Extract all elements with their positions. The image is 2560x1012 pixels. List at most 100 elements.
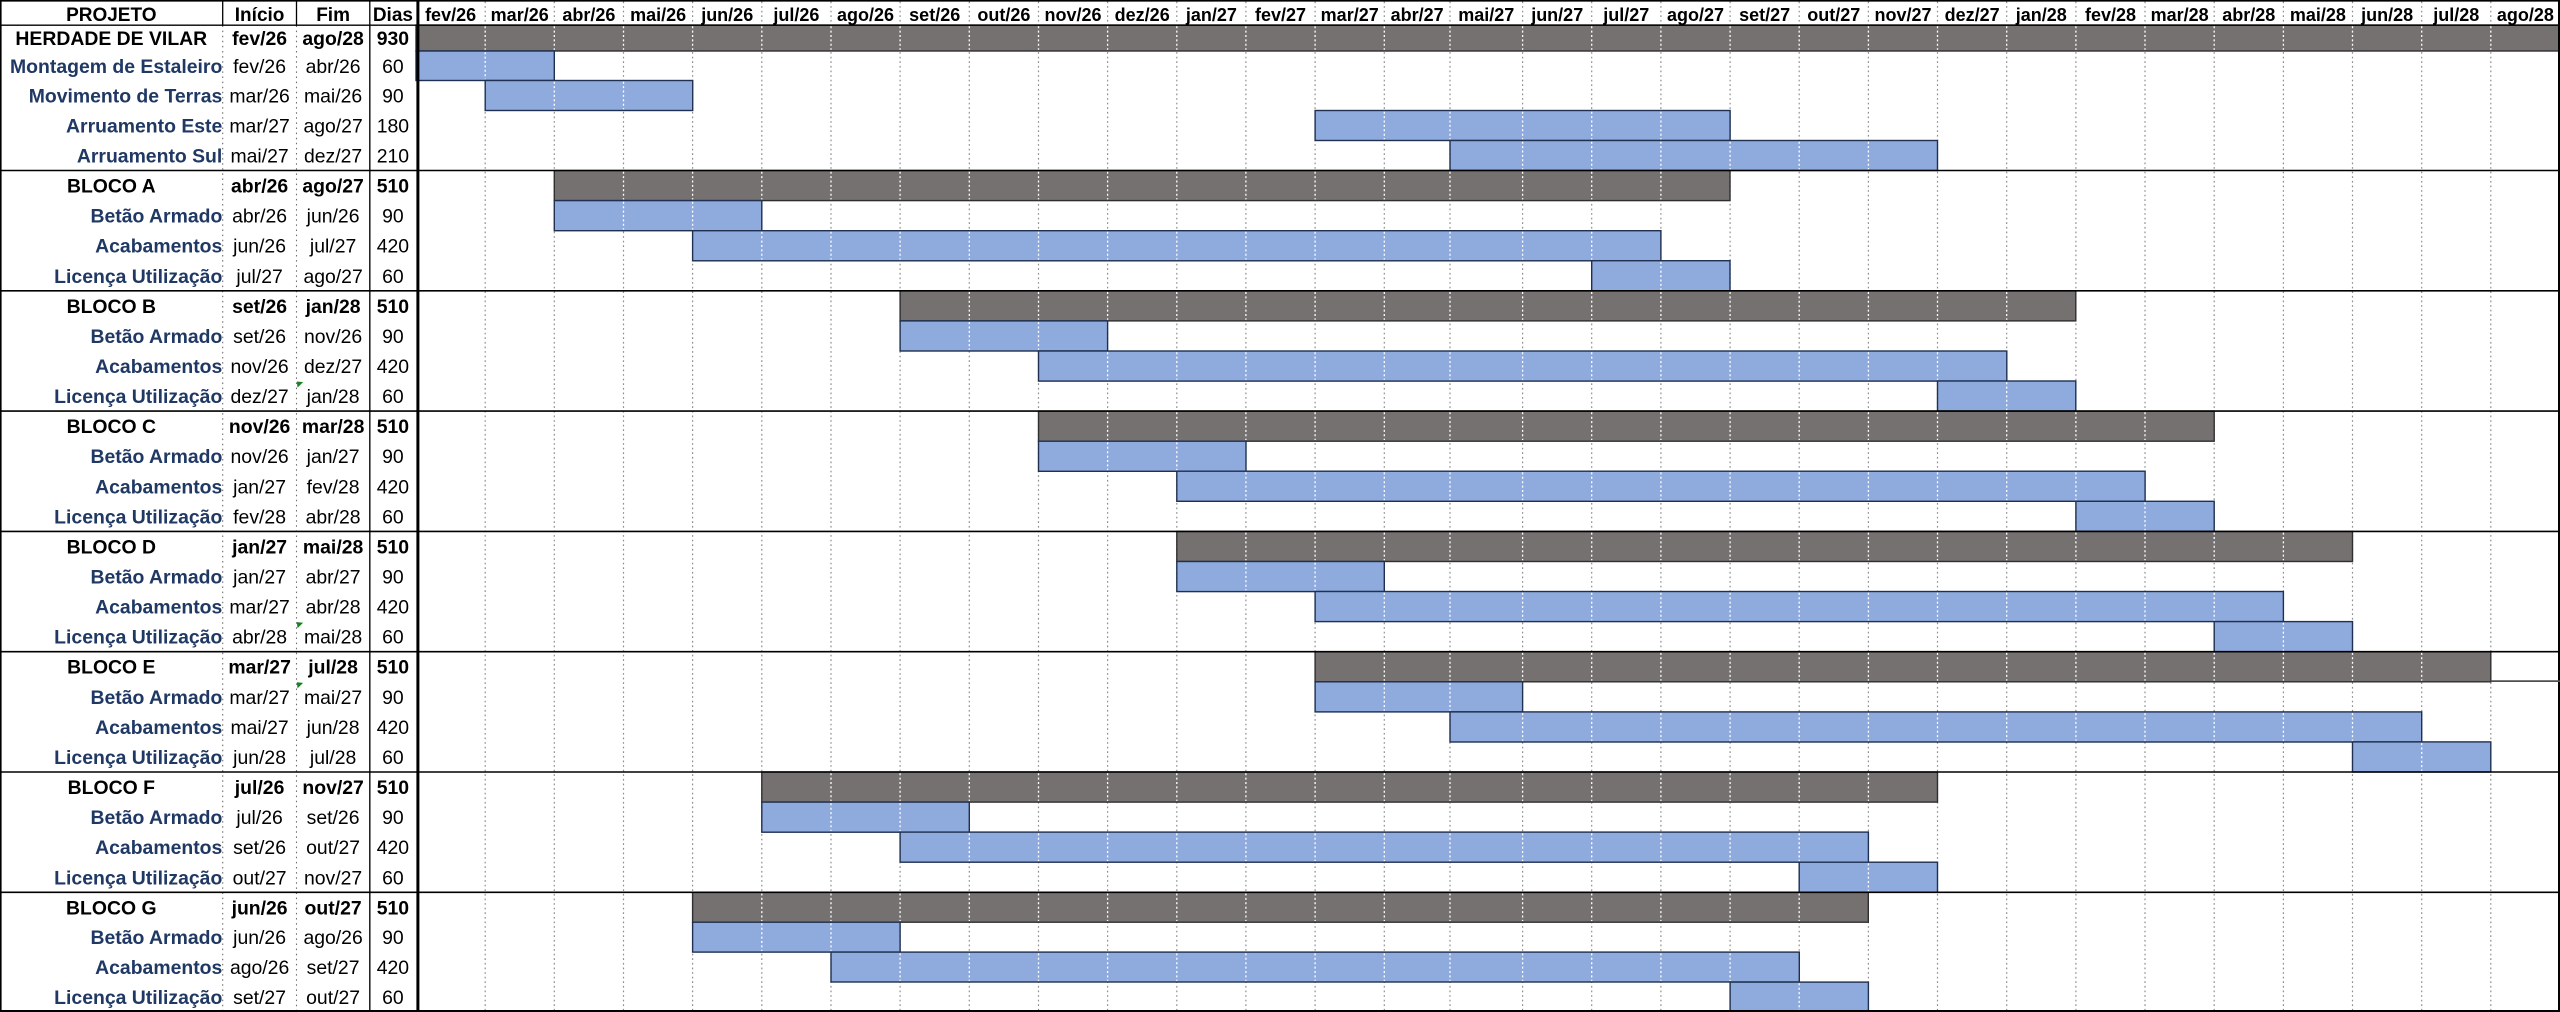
- svg-text:ago/26: ago/26: [837, 5, 894, 25]
- svg-text:HERDADE DE VILAR: HERDADE DE VILAR: [15, 28, 207, 50]
- svg-text:jan/28: jan/28: [306, 386, 360, 408]
- svg-text:mai/26: mai/26: [304, 86, 362, 108]
- svg-text:nov/27: nov/27: [302, 777, 363, 799]
- svg-text:PROJETO: PROJETO: [66, 5, 156, 26]
- svg-text:Início: Início: [235, 5, 285, 26]
- svg-text:60: 60: [382, 747, 404, 769]
- svg-text:ago/27: ago/27: [303, 266, 362, 288]
- svg-text:mai/27: mai/27: [1458, 5, 1514, 25]
- svg-text:jan/28: jan/28: [2015, 5, 2067, 25]
- svg-text:Betão Armado: Betão Armado: [90, 927, 222, 949]
- svg-text:BLOCO C: BLOCO C: [67, 416, 156, 438]
- svg-text:mar/28: mar/28: [2151, 5, 2209, 25]
- svg-text:mai/28: mai/28: [303, 536, 364, 558]
- svg-text:Betão Armado: Betão Armado: [90, 567, 222, 589]
- svg-text:Fim: Fim: [316, 5, 350, 26]
- svg-text:fev/28: fev/28: [233, 506, 286, 528]
- svg-text:abr/26: abr/26: [231, 176, 288, 198]
- svg-text:jun/26: jun/26: [232, 927, 286, 949]
- svg-text:mar/27: mar/27: [228, 657, 291, 679]
- svg-text:fev/28: fev/28: [307, 476, 360, 498]
- svg-text:fev/27: fev/27: [1255, 5, 1306, 25]
- svg-text:510: 510: [377, 296, 409, 318]
- svg-text:mai/27: mai/27: [230, 717, 288, 739]
- svg-text:abr/28: abr/28: [232, 627, 287, 649]
- svg-text:jul/26: jul/26: [235, 807, 282, 829]
- svg-text:dez/26: dez/26: [1115, 5, 1170, 25]
- svg-text:jan/27: jan/27: [232, 476, 286, 498]
- svg-text:mai/28: mai/28: [304, 627, 362, 649]
- svg-text:90: 90: [382, 807, 404, 829]
- svg-text:mar/28: mar/28: [302, 416, 365, 438]
- svg-text:abr/28: abr/28: [306, 597, 361, 619]
- svg-text:90: 90: [382, 687, 404, 709]
- svg-text:set/27: set/27: [1739, 5, 1790, 25]
- svg-text:jul/27: jul/27: [309, 236, 356, 258]
- svg-text:Acabamentos: Acabamentos: [95, 236, 222, 258]
- svg-text:Montagem de Estaleiro: Montagem de Estaleiro: [10, 56, 222, 78]
- svg-text:jan/27: jan/27: [232, 567, 286, 589]
- svg-text:BLOCO A: BLOCO A: [67, 176, 156, 198]
- svg-text:dez/27: dez/27: [230, 386, 288, 408]
- svg-text:jun/26: jun/26: [231, 897, 288, 919]
- svg-text:dez/27: dez/27: [1945, 5, 2000, 25]
- svg-text:Licença Utilização: Licença Utilização: [54, 266, 222, 288]
- svg-text:420: 420: [377, 717, 410, 739]
- svg-text:90: 90: [382, 326, 404, 348]
- svg-text:60: 60: [382, 987, 404, 1009]
- svg-text:jan/27: jan/27: [231, 536, 287, 558]
- svg-text:510: 510: [377, 536, 409, 558]
- svg-text:ago/26: ago/26: [230, 957, 289, 979]
- svg-text:Acabamentos: Acabamentos: [95, 597, 222, 619]
- svg-text:BLOCO D: BLOCO D: [67, 536, 156, 558]
- svg-text:420: 420: [377, 236, 410, 258]
- svg-text:Licença Utilização: Licença Utilização: [54, 867, 222, 889]
- svg-text:Acabamentos: Acabamentos: [95, 837, 222, 859]
- svg-text:60: 60: [382, 506, 404, 528]
- svg-text:510: 510: [377, 657, 409, 679]
- svg-text:Betão Armado: Betão Armado: [90, 326, 222, 348]
- svg-text:nov/26: nov/26: [1044, 5, 1101, 25]
- svg-text:set/27: set/27: [307, 957, 360, 979]
- svg-text:jul/28: jul/28: [307, 657, 358, 679]
- svg-text:abr/26: abr/26: [232, 206, 287, 228]
- svg-text:Acabamentos: Acabamentos: [95, 356, 222, 378]
- svg-text:Betão Armado: Betão Armado: [90, 687, 222, 709]
- svg-text:510: 510: [377, 416, 409, 438]
- svg-text:out/27: out/27: [305, 897, 362, 919]
- svg-text:60: 60: [382, 266, 404, 288]
- svg-text:90: 90: [382, 86, 404, 108]
- svg-text:930: 930: [377, 28, 409, 50]
- svg-text:90: 90: [382, 446, 404, 468]
- svg-text:jul/28: jul/28: [309, 747, 356, 769]
- svg-text:jun/28: jun/28: [2360, 5, 2413, 25]
- svg-text:fev/26: fev/26: [232, 28, 287, 50]
- svg-text:set/26: set/26: [307, 807, 360, 829]
- svg-text:BLOCO B: BLOCO B: [67, 296, 156, 318]
- svg-text:out/27: out/27: [306, 987, 360, 1009]
- svg-text:out/27: out/27: [233, 867, 287, 889]
- svg-text:420: 420: [377, 356, 410, 378]
- svg-text:out/27: out/27: [1807, 5, 1860, 25]
- svg-text:nov/27: nov/27: [1874, 5, 1931, 25]
- svg-text:abr/27: abr/27: [306, 567, 361, 589]
- svg-text:mar/27: mar/27: [229, 687, 289, 709]
- svg-text:Betão Armado: Betão Armado: [90, 807, 222, 829]
- svg-text:Arruamento Sul: Arruamento Sul: [77, 146, 222, 168]
- svg-text:Licença Utilização: Licença Utilização: [54, 627, 222, 649]
- svg-text:210: 210: [377, 146, 410, 168]
- svg-text:90: 90: [382, 206, 404, 228]
- svg-text:abr/27: abr/27: [1391, 5, 1444, 25]
- svg-text:Acabamentos: Acabamentos: [95, 957, 222, 979]
- svg-text:mar/26: mar/26: [229, 86, 289, 108]
- svg-text:jul/27: jul/27: [1602, 5, 1649, 25]
- svg-text:Acabamentos: Acabamentos: [95, 476, 222, 498]
- svg-text:nov/26: nov/26: [229, 416, 291, 438]
- svg-text:abr/26: abr/26: [306, 56, 361, 78]
- svg-text:BLOCO E: BLOCO E: [67, 657, 155, 679]
- svg-text:ago/28: ago/28: [2497, 5, 2554, 25]
- svg-text:Licença Utilização: Licença Utilização: [54, 747, 222, 769]
- svg-text:Dias: Dias: [373, 5, 413, 26]
- svg-text:420: 420: [377, 837, 410, 859]
- svg-text:mai/27: mai/27: [230, 146, 288, 168]
